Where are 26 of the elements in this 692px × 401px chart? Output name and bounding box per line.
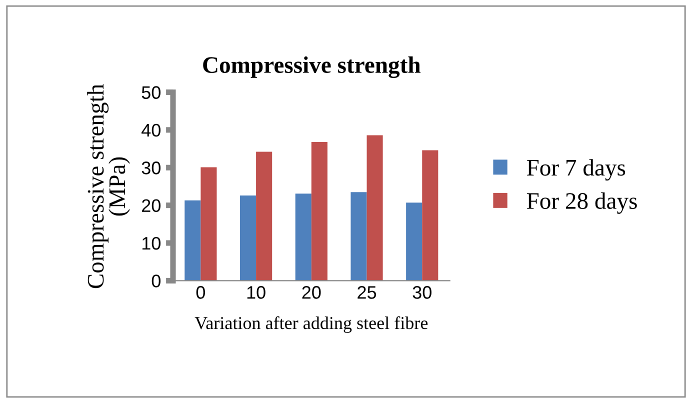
bar (311, 142, 328, 281)
bar (184, 200, 201, 281)
chart-title: Compressive strength (203, 56, 420, 78)
bar (200, 167, 217, 281)
x-tick-label: 25 (358, 286, 376, 299)
bar (406, 202, 422, 281)
bar (295, 194, 312, 281)
y-tick-label: 10 (142, 236, 160, 250)
x-tick-label: 30 (412, 286, 432, 299)
bar (350, 192, 367, 281)
x-tick-label: 0 (196, 286, 205, 299)
bar (240, 196, 256, 281)
y-tick-label: 50 (142, 86, 160, 99)
y-tick-label: 30 (142, 162, 160, 174)
legend-label: For 28 days (526, 192, 637, 214)
y-tick-label: 40 (142, 124, 160, 137)
bar (422, 150, 438, 281)
bar (256, 152, 272, 281)
legend-label: For 7 days (526, 159, 626, 181)
y-tick-label: 0 (152, 274, 160, 288)
x-tick-label: 20 (302, 286, 321, 299)
y-tick-label: 20 (142, 199, 160, 212)
bar (366, 135, 383, 281)
y-axis-title: Compressive strength (MPa) (87, 84, 130, 288)
x-axis-title: Variation after adding steel fibre (194, 316, 428, 333)
x-tick-label: 10 (247, 286, 266, 299)
